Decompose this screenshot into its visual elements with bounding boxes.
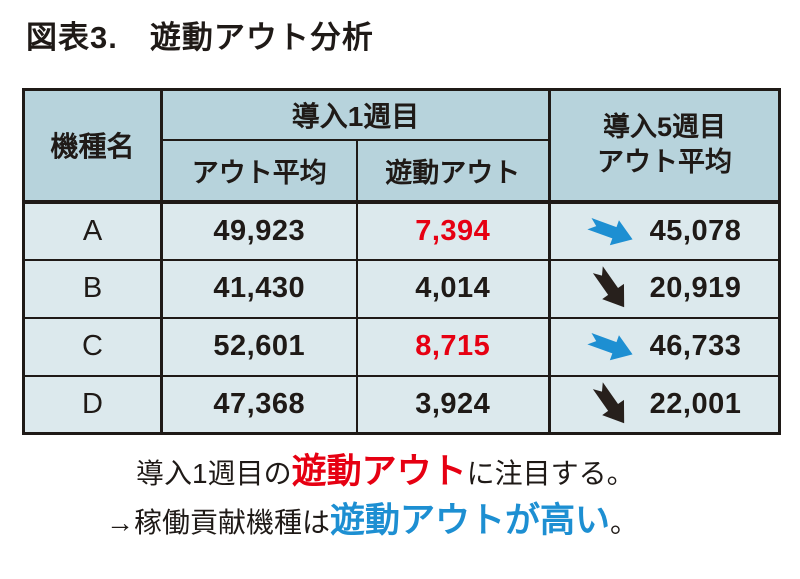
trend-arrow-icon — [587, 217, 633, 245]
table-row: C 52,601 8,715 46,733 — [22, 316, 781, 377]
table-row: A 49,923 7,394 45,078 — [22, 199, 781, 261]
machine-name-cell: A — [22, 199, 163, 261]
trend-arrow-icon — [592, 381, 624, 424]
figure-title: 図表3. 遊動アウト分析 — [26, 20, 374, 55]
header-out-average: アウト平均 — [160, 138, 358, 203]
note2-highlight-blue: 遊動アウトが高い — [330, 501, 611, 540]
out-average-cell: 41,430 — [160, 258, 358, 319]
header-week5-line1: 導入5週目 — [603, 112, 727, 143]
week5-average-cell: 22,001 — [548, 374, 781, 435]
machine-name-cell: B — [22, 258, 163, 319]
note2-prefix: →稼働貢献機種は — [106, 507, 331, 538]
note1-prefix: 導入1週目の — [136, 458, 292, 489]
note-line-2: →稼働貢献機種は遊動アウトが高い。 — [106, 503, 800, 538]
machine-name-cell: C — [22, 316, 163, 377]
trend-arrow-icon — [587, 332, 633, 361]
floating-out-cell: 3,924 — [355, 374, 552, 435]
week5-average-cell: 20,919 — [548, 258, 781, 319]
analysis-table: 機種名 導入1週目 導入5週目 アウト平均 アウト平均 遊動アウト A 49,92… — [22, 88, 782, 435]
week5-average-value: 20,919 — [649, 272, 742, 304]
table-row: D 47,368 3,924 22,001 — [22, 374, 781, 435]
machine-name-cell: D — [22, 374, 163, 435]
note2-suffix: 。 — [610, 507, 639, 538]
annotation-notes: 導入1週目の遊動アウトに注目する。 →稼働貢献機種は遊動アウトが高い。 — [0, 446, 800, 538]
note1-highlight-red: 遊動アウト — [291, 452, 467, 491]
floating-out-cell: 4,014 — [355, 258, 552, 319]
table-body: A 49,923 7,394 45,078 B 41,430 4,014 20,919 C 52,… — [22, 199, 781, 435]
header-week5-out-average: 導入5週目 アウト平均 — [548, 88, 781, 203]
trend-arrow-icon — [592, 266, 624, 308]
out-average-cell: 49,923 — [160, 199, 358, 261]
note1-suffix: に注目する。 — [466, 458, 635, 489]
note-line-1: 導入1週目の遊動アウトに注目する。 — [136, 454, 800, 489]
out-average-cell: 47,368 — [160, 374, 358, 435]
header-machine-name: 機種名 — [22, 88, 163, 203]
week5-average-cell: 46,733 — [548, 316, 781, 377]
floating-out-cell: 7,394 — [355, 199, 552, 261]
week5-average-value: 22,001 — [649, 387, 742, 420]
table-header: 機種名 導入1週目 導入5週目 アウト平均 アウト平均 遊動アウト — [22, 88, 781, 203]
header-week5-line2: アウト平均 — [597, 147, 733, 178]
out-average-cell: 52,601 — [160, 316, 358, 377]
header-floating-out: 遊動アウト — [355, 138, 552, 203]
floating-out-cell: 8,715 — [355, 316, 552, 377]
header-week1-group: 導入1週目 — [160, 88, 552, 141]
week5-average-value: 46,733 — [649, 330, 742, 362]
week5-average-cell: 45,078 — [548, 199, 781, 261]
table-row: B 41,430 4,014 20,919 — [22, 258, 781, 319]
week5-average-value: 45,078 — [649, 214, 742, 247]
